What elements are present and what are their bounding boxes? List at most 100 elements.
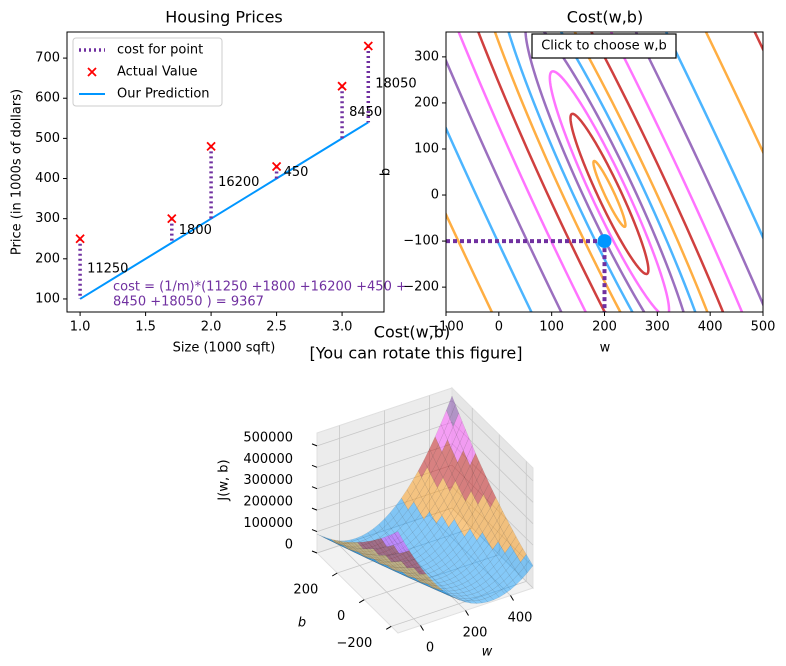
surface-patch: [392, 566, 403, 573]
surface-patch: [423, 582, 433, 588]
surface-patch: [475, 562, 485, 574]
surface-patch: [488, 535, 499, 550]
y-tick-label: 100: [35, 291, 60, 306]
surface-patch: [338, 544, 348, 549]
surface-patch: [513, 542, 524, 557]
surface-patch: [347, 548, 357, 553]
surface-patch: [474, 545, 484, 559]
grid-line: [391, 580, 527, 627]
surface-patch: [393, 550, 403, 557]
surface-patch: [500, 517, 510, 534]
surface-patch: [433, 587, 444, 591]
surface-patch: [483, 482, 493, 502]
surface-patch: [387, 567, 397, 572]
surface-patch: [382, 562, 393, 566]
legend-label: cost for point: [117, 43, 203, 58]
surface-patch: [393, 543, 403, 554]
surface-patch: [441, 555, 452, 565]
z-tick-label: 400000: [243, 452, 293, 467]
surface-patch: [437, 589, 447, 594]
surface-patch: [425, 546, 436, 557]
actual-marker: [363, 41, 373, 51]
surface-patch: [463, 507, 473, 524]
surface-patch: [356, 552, 366, 557]
grid-line: [316, 421, 453, 468]
surface-patch: [433, 470, 444, 489]
surface-patch: [426, 583, 437, 587]
surface-patch: [442, 568, 453, 576]
surface-patch: [424, 473, 435, 492]
y-tick-label: 200: [293, 583, 318, 598]
surface-patch: [459, 587, 470, 593]
surface-patch: [496, 565, 507, 577]
surface-patch: [405, 550, 416, 561]
legend-sample: [87, 67, 97, 77]
surface-patch: [374, 559, 384, 565]
surface-patch: [360, 548, 371, 553]
surface-patch: [383, 537, 393, 546]
annotation: 8450 +18050 ) = 9367: [113, 295, 264, 310]
surface-patch: [510, 536, 520, 552]
surface-patch: [420, 551, 430, 560]
surface-patch: [501, 539, 511, 554]
surface-patch: [377, 559, 387, 566]
surface-patch: [394, 531, 404, 543]
surface-patch: [349, 548, 359, 552]
surface-patch: [385, 528, 395, 539]
surface-patch: [393, 511, 403, 524]
surface-patch: [345, 545, 356, 550]
cost-label: 1800: [179, 223, 212, 238]
surface-area[interactable]: [316, 386, 534, 634]
surface-patch: [478, 517, 489, 533]
surface-patch: [464, 572, 474, 582]
z-axis-label: J(w, b): [217, 459, 232, 501]
surface-patch: [429, 503, 439, 518]
surface-patch: [493, 560, 503, 572]
grid-line: [316, 507, 453, 554]
surface-patch: [416, 499, 427, 515]
surface-patch: [402, 572, 412, 578]
surface-patch: [369, 550, 380, 555]
surface-patch: [365, 556, 375, 560]
surface-patch: [421, 579, 432, 585]
surface-patch: [366, 546, 376, 552]
surface-patch: [447, 582, 457, 588]
surface-patch: [397, 563, 408, 568]
surface-patch: [427, 455, 437, 475]
y-tick-label: 200: [414, 95, 439, 110]
surface-patch: [511, 556, 521, 570]
surface-patch: [472, 557, 482, 569]
surface-patch: [486, 589, 497, 597]
surface-patch: [463, 598, 474, 602]
surface-patch: [458, 536, 468, 550]
surface-patch: [378, 563, 388, 569]
surface-patch: [373, 559, 384, 563]
surface-patch: [412, 578, 422, 583]
surface-patch: [389, 546, 400, 554]
surface-patch: [436, 451, 446, 471]
surface-patch: [440, 575, 451, 582]
x-tick-label: 2.5: [266, 320, 287, 335]
surface-patch: [405, 572, 415, 579]
surface-patch: [316, 533, 327, 539]
y-tick-label: 0: [431, 188, 439, 203]
surface-patch: [459, 500, 470, 518]
surface-patch: [350, 550, 360, 555]
surface-patch: [431, 540, 441, 552]
surface-patch: [361, 553, 372, 559]
surface-patch: [462, 590, 473, 596]
button-box: [531, 33, 677, 59]
surface-patch: [492, 585, 502, 594]
surface-patch: [376, 556, 386, 561]
surface-patch: [470, 581, 481, 589]
x-tick-label: 0: [426, 641, 434, 656]
surface-patch: [354, 548, 365, 553]
surface-patch: [404, 569, 415, 574]
surface-patch: [362, 548, 373, 556]
surface-patch: [441, 439, 452, 460]
surface-patch: [446, 473, 456, 492]
surface-patch: [420, 581, 430, 587]
surface-patch: [466, 563, 476, 574]
surface-patch: [422, 573, 433, 581]
